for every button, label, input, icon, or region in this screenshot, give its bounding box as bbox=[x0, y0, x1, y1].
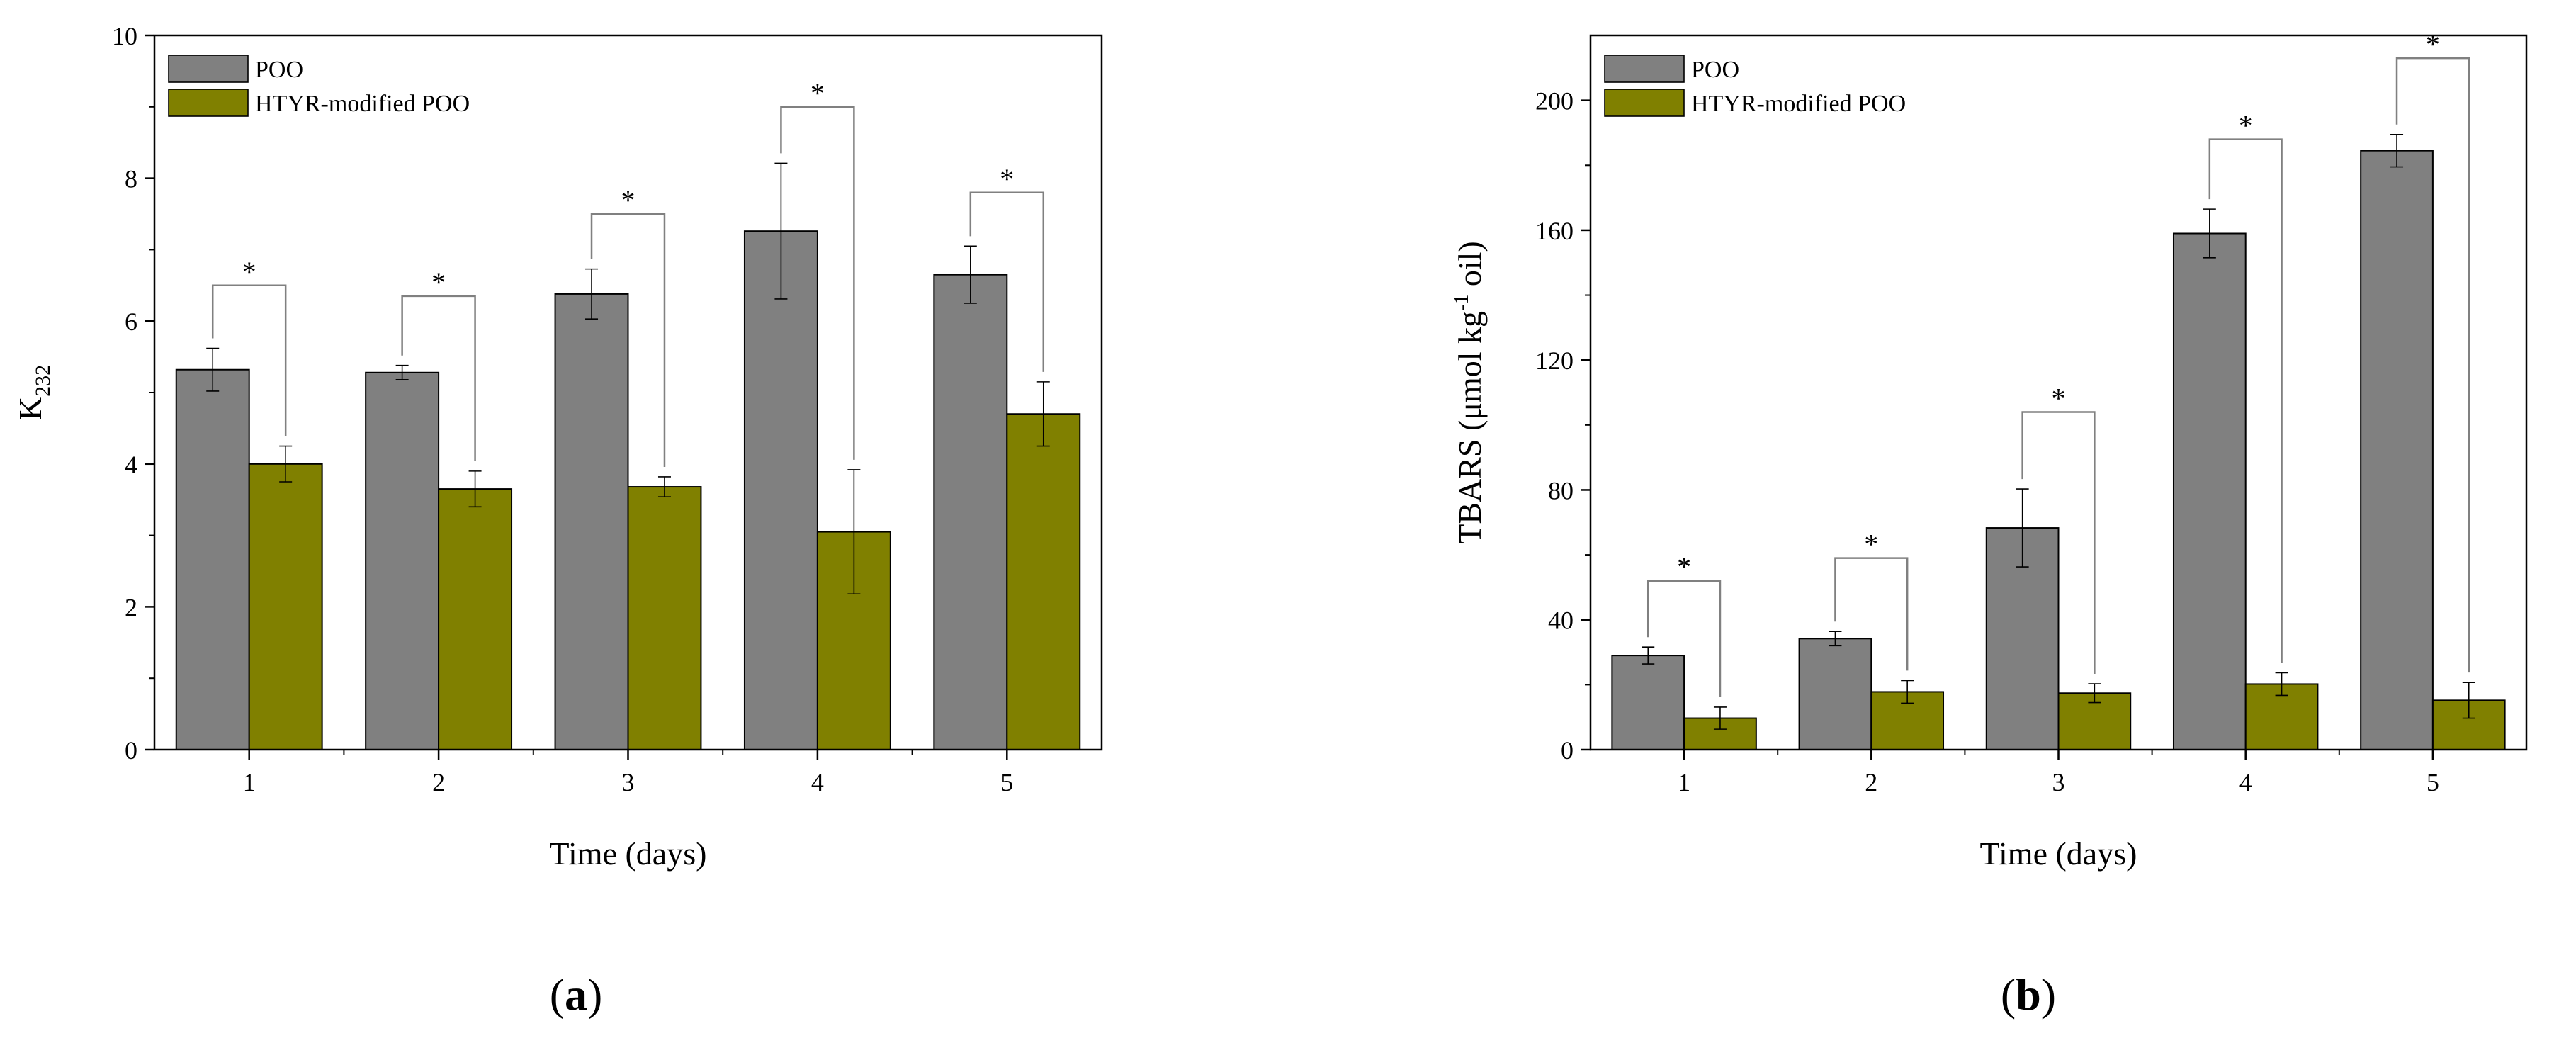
legend-swatch-htyr bbox=[1604, 89, 1685, 117]
x-tick-label: 3 bbox=[2052, 768, 2065, 796]
significance-marker: * bbox=[1864, 529, 1878, 560]
significance-bracket bbox=[211, 284, 287, 436]
panel-label-letter: a bbox=[565, 969, 587, 1020]
panel-label-open: ( bbox=[550, 969, 565, 1020]
y-tick-label: 80 bbox=[1548, 476, 1574, 504]
y-axis-title: TBARS (μmol kg-1 oil) bbox=[1451, 241, 1488, 544]
significance-bracket bbox=[1646, 580, 1722, 697]
x-tick-label: 2 bbox=[1865, 768, 1877, 796]
y-tick-label: 200 bbox=[1535, 87, 1574, 115]
significance-marker: * bbox=[2052, 382, 2066, 414]
y-tick-label: 10 bbox=[112, 22, 137, 50]
legend-label-htyr: HTYR-modified POO bbox=[1691, 91, 1906, 117]
y-tick-label: 120 bbox=[1535, 346, 1574, 375]
legend-label-poo: POO bbox=[1691, 57, 1739, 83]
bar-htyr-day-2 bbox=[438, 488, 513, 751]
y-tick-label: 0 bbox=[125, 736, 137, 765]
x-tick-label: 5 bbox=[1000, 768, 1013, 796]
bar-poo-day-1 bbox=[1611, 655, 1685, 750]
bar-htyr-day-3 bbox=[627, 486, 702, 751]
significance-marker: * bbox=[2426, 28, 2440, 60]
legend-label-poo: POO bbox=[255, 57, 303, 83]
significance-marker: * bbox=[242, 256, 256, 288]
bar-poo-day-2 bbox=[365, 371, 440, 750]
panel-label-letter: b bbox=[2016, 969, 2041, 1020]
bar-poo-day-5 bbox=[2360, 150, 2434, 750]
y-tick-label: 40 bbox=[1548, 607, 1574, 635]
x-tick-label: 4 bbox=[2239, 768, 2252, 796]
y-axis-title-main: TBARS (μmol kg bbox=[1452, 311, 1488, 544]
bar-htyr-day-1 bbox=[248, 463, 323, 750]
legend-swatch-poo bbox=[1604, 55, 1685, 83]
significance-bracket bbox=[1834, 557, 1909, 671]
y-axis-title-superscript: -1 bbox=[1451, 295, 1473, 311]
significance-bracket bbox=[2395, 57, 2470, 673]
significance-marker: * bbox=[810, 77, 825, 109]
y-tick-label: 8 bbox=[125, 165, 137, 193]
panel-label-close: ) bbox=[587, 969, 602, 1020]
bar-htyr-day-5 bbox=[1006, 413, 1081, 750]
x-axis-title: Time (days) bbox=[1980, 835, 2137, 872]
legend-swatch-poo bbox=[168, 55, 249, 83]
y-tick-label: 160 bbox=[1535, 217, 1574, 245]
bar-poo-day-3 bbox=[554, 293, 629, 750]
x-tick-label: 2 bbox=[432, 768, 445, 796]
significance-bracket bbox=[2208, 138, 2283, 663]
significance-marker: * bbox=[621, 184, 635, 216]
chart-panel-b: * * * * * 0 40 80 120 160 200 1 2 3 4 5 Time (days) TBARS… bbox=[1451, 28, 2528, 1020]
bar-poo-day-5 bbox=[933, 274, 1008, 750]
significance-marker: * bbox=[1677, 551, 1691, 583]
x-tick-label: 3 bbox=[622, 768, 635, 796]
y-axis-title-main: K bbox=[12, 397, 48, 420]
significance-bracket bbox=[780, 106, 855, 460]
bar-poo-day-2 bbox=[1798, 638, 1872, 750]
panel-label: (a) bbox=[550, 969, 603, 1020]
x-axis-title: Time (days) bbox=[550, 835, 707, 872]
significance-marker: * bbox=[2239, 110, 2253, 142]
y-axis-title: K232 bbox=[12, 365, 55, 420]
y-tick-label: 2 bbox=[125, 593, 137, 621]
y-tick-label: 0 bbox=[1561, 736, 1574, 765]
bar-poo-day-1 bbox=[175, 368, 250, 750]
panel-label-close: ) bbox=[2041, 969, 2056, 1020]
x-tick-label: 1 bbox=[1678, 768, 1690, 796]
y-axis-title-subscript: 232 bbox=[31, 365, 55, 397]
significance-bracket bbox=[969, 191, 1045, 372]
significance-bracket bbox=[590, 213, 666, 467]
significance-marker: * bbox=[431, 266, 446, 298]
y-tick-label: 4 bbox=[125, 451, 137, 479]
x-tick-label: 5 bbox=[2427, 768, 2439, 796]
y-tick-label: 6 bbox=[125, 308, 137, 336]
legend-swatch-htyr bbox=[168, 89, 249, 117]
bar-poo-day-4 bbox=[743, 230, 818, 750]
y-axis-title-end: oil) bbox=[1452, 241, 1488, 294]
bar-poo-day-4 bbox=[2172, 232, 2247, 750]
x-tick-label: 1 bbox=[243, 768, 256, 796]
significance-bracket bbox=[401, 295, 476, 461]
significance-marker: * bbox=[1000, 163, 1014, 195]
panel-label-open: ( bbox=[2001, 969, 2016, 1020]
legend-label-htyr: HTYR-modified POO bbox=[255, 91, 470, 117]
panel-label: (b) bbox=[2001, 969, 2056, 1020]
x-tick-label: 4 bbox=[811, 768, 824, 796]
significance-bracket bbox=[2021, 411, 2096, 674]
